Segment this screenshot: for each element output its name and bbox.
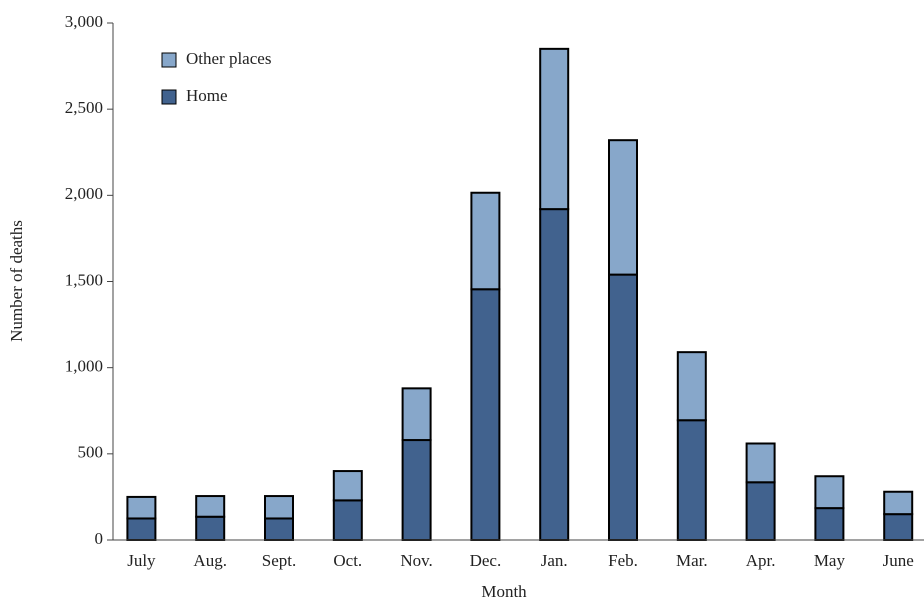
bar-segment (126, 517, 157, 541)
y-tick-label: 2,000 (65, 184, 103, 203)
bar-segment (883, 490, 914, 516)
bar-segment (332, 499, 363, 542)
bar-segment (745, 481, 776, 542)
bar-segment (814, 507, 845, 542)
y-axis-label: Number of deaths (7, 220, 26, 342)
bar-segment (332, 470, 363, 502)
x-tick-label: Mar. (676, 551, 708, 570)
y-tick-label: 0 (95, 529, 104, 548)
bar-segment (745, 442, 776, 484)
bar-segment (539, 47, 570, 211)
x-tick-label: June (883, 551, 914, 570)
bar-segment (401, 387, 432, 442)
y-tick-label: 1,500 (65, 270, 103, 289)
bar-segment (676, 351, 707, 422)
bar-segment (608, 139, 638, 276)
bar-segment (814, 475, 845, 510)
x-tick-label: Jan. (541, 551, 568, 570)
x-tick-label: Dec. (470, 551, 502, 570)
bar-segment (883, 513, 914, 542)
bar-segment (539, 208, 570, 541)
bar-segment (470, 288, 501, 541)
x-tick-label: Feb. (608, 551, 638, 570)
legend-label: Home (186, 86, 228, 105)
x-tick-label: Aug. (193, 551, 227, 570)
x-tick-label: Sept. (262, 551, 296, 570)
y-tick-label: 3,000 (65, 12, 103, 31)
x-tick-label: May (814, 551, 846, 570)
bar-segment (195, 495, 226, 518)
bar-segment (264, 517, 294, 541)
bar-segment (676, 419, 707, 541)
bar-segment (126, 495, 157, 520)
x-tick-label: Oct. (333, 551, 362, 570)
x-tick-label: July (127, 551, 156, 570)
legend-swatch (161, 89, 177, 105)
bar-segment (401, 439, 432, 541)
x-tick-label: Nov. (400, 551, 432, 570)
legend-swatch (161, 52, 177, 68)
bar-segment (470, 191, 501, 291)
y-tick-label: 2,500 (65, 98, 103, 117)
y-tick-label: 1,000 (65, 357, 103, 376)
x-tick-label: Apr. (746, 551, 776, 570)
bar-segment (264, 495, 294, 520)
x-axis-label: Month (481, 582, 527, 601)
legend-label: Other places (186, 49, 271, 68)
bar-segment (608, 273, 638, 541)
y-tick-label: 500 (78, 443, 104, 462)
bar-segment (195, 515, 226, 541)
